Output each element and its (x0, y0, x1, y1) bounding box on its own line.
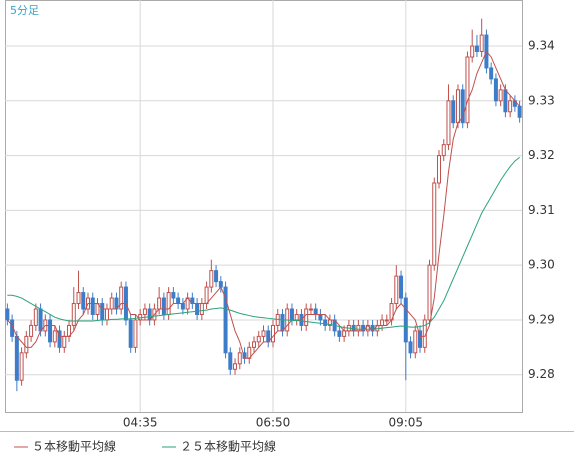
candle-body (446, 100, 451, 146)
candle-body (100, 303, 105, 321)
legend-label: ５本移動平均線 (32, 439, 116, 454)
candle-body (62, 335, 67, 348)
candle-body (57, 330, 62, 348)
candle-body (304, 308, 309, 326)
candle-body (14, 335, 19, 381)
candle-body (493, 78, 498, 102)
candle-body (195, 303, 200, 315)
candle-body (489, 67, 494, 80)
candle-body (432, 182, 437, 266)
candle-body (71, 303, 76, 326)
candle-body (29, 324, 34, 337)
candle-body (318, 313, 323, 321)
candle-body (289, 308, 294, 321)
y-tick-label: 9.30 (528, 258, 555, 272)
candle-body (498, 89, 503, 102)
candle-body (176, 297, 181, 305)
candle-body (180, 303, 185, 310)
candle-body (128, 319, 133, 348)
y-tick-label: 9.28 (528, 367, 555, 381)
candle-body (52, 330, 57, 343)
candle-body (33, 308, 38, 326)
candle-body (161, 297, 166, 315)
candle-body (470, 45, 475, 58)
candle-body (455, 89, 460, 124)
candle-body (24, 335, 29, 354)
candle-body (76, 292, 81, 305)
chart-title: 5分足 (10, 4, 39, 17)
candle-body (441, 144, 446, 157)
candle-body (133, 319, 138, 348)
candle-body (237, 352, 242, 365)
candle-body (166, 292, 171, 315)
candle-body (427, 264, 432, 321)
candle-body (204, 286, 209, 305)
candle-body (256, 335, 261, 343)
candle-body (19, 352, 24, 381)
candle-body (270, 324, 275, 343)
moving-average-line (6, 50, 521, 359)
candle-body (313, 308, 318, 315)
x-tick-label: 04:35 (123, 416, 158, 430)
candle-body (199, 303, 204, 315)
candle-body (342, 330, 347, 337)
x-tick-label: 06:50 (256, 416, 291, 430)
candle-body (508, 100, 513, 113)
candle-body (142, 308, 147, 315)
candle-body (233, 363, 238, 370)
candle-body (48, 319, 53, 343)
candle-body (5, 308, 10, 321)
candle-body (109, 297, 114, 310)
candle-body (294, 313, 299, 321)
y-tick-label: 9.29 (528, 312, 555, 326)
candle-body (157, 297, 162, 310)
candle-body (214, 270, 219, 283)
candle-body (460, 89, 465, 124)
candle-body (380, 319, 385, 326)
candle-body (223, 286, 228, 354)
candle-body (465, 56, 470, 124)
candle-body (413, 330, 418, 354)
candle-body (90, 297, 95, 315)
y-tick-label: 9.33 (528, 93, 555, 107)
candle-body (218, 281, 223, 288)
candle-body (119, 286, 124, 310)
candle-body (403, 297, 408, 343)
candle-body (408, 341, 413, 354)
candle-body (474, 45, 479, 53)
candle-body (384, 319, 389, 322)
candle-body (479, 34, 484, 53)
candle-body (252, 341, 257, 348)
candle-body (81, 292, 86, 310)
candle-body (418, 330, 423, 348)
candle-body (356, 324, 361, 332)
y-tick-label: 9.34 (528, 39, 555, 53)
x-tick-label: 09:05 (388, 416, 423, 430)
candle-body (228, 352, 233, 370)
candle-body (308, 308, 313, 311)
candle-body (451, 100, 456, 124)
candle-body (503, 89, 508, 113)
candle-body (280, 313, 285, 332)
candle-body (436, 155, 441, 184)
candle-body (394, 275, 399, 305)
candle-body (323, 319, 328, 326)
moving-average-line (7, 156, 520, 330)
candle-body (104, 308, 109, 321)
candle-body (209, 270, 214, 288)
candle-body (171, 292, 176, 299)
candle-body (261, 330, 266, 337)
candle-body (517, 105, 522, 118)
candle-body (38, 308, 43, 332)
y-tick-label: 9.31 (528, 203, 555, 217)
candle-body (337, 330, 342, 337)
y-tick-label: 9.32 (528, 148, 555, 162)
plot-area (5, 0, 523, 413)
legend-label: ２５本移動平均線 (180, 439, 276, 454)
candle-body (399, 275, 404, 299)
